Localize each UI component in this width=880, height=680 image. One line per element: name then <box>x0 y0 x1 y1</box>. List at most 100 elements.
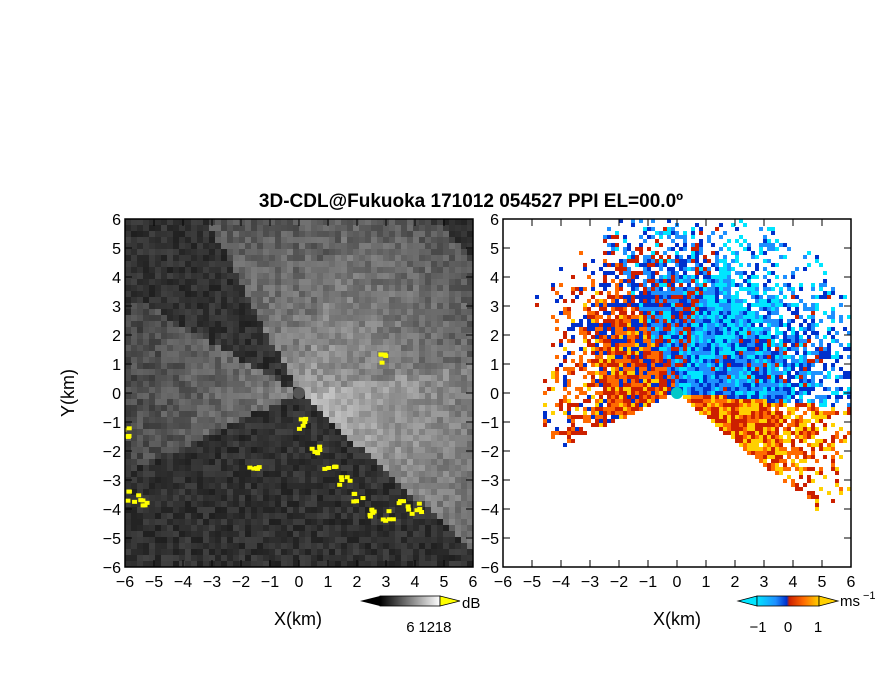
reflectivity-cell <box>449 261 455 267</box>
velocity-cell <box>715 303 719 307</box>
velocity-cell <box>575 295 579 299</box>
reflectivity-cell <box>407 375 413 381</box>
reflectivity-cell <box>287 471 293 477</box>
reflectivity-cell <box>149 531 155 537</box>
reflectivity-cell <box>437 231 443 237</box>
velocity-cell <box>587 319 591 323</box>
reflectivity-cell <box>353 225 359 231</box>
reflectivity-cell <box>359 333 365 339</box>
velocity-cell <box>703 403 707 407</box>
velocity-cell <box>583 363 587 367</box>
velocity-cell <box>695 303 699 307</box>
reflectivity-cell <box>305 423 311 429</box>
velocity-cell <box>675 299 679 303</box>
velocity-cell <box>723 359 727 363</box>
velocity-cell <box>647 379 651 383</box>
reflectivity-cell <box>245 471 251 477</box>
reflectivity-cell <box>155 351 161 357</box>
velocity-cell <box>659 267 663 271</box>
reflectivity-cell <box>401 435 407 441</box>
reflectivity-cell <box>143 489 149 495</box>
reflectivity-cell <box>371 501 377 507</box>
reflectivity-cell <box>455 393 461 399</box>
reflectivity-cell <box>167 549 173 555</box>
velocity-cell <box>571 431 575 435</box>
velocity-cell <box>647 371 651 375</box>
velocity-cell <box>627 323 631 327</box>
reflectivity-cell <box>437 531 443 537</box>
velocity-cell <box>719 303 723 307</box>
reflectivity-cell <box>317 267 323 273</box>
reflectivity-cell <box>389 327 395 333</box>
reflectivity-cell <box>257 441 263 447</box>
reflectivity-cell <box>149 423 155 429</box>
reflectivity-cell <box>227 429 233 435</box>
reflectivity-cell <box>401 477 407 483</box>
reflectivity-cell <box>353 303 359 309</box>
velocity-cell <box>587 307 591 311</box>
velocity-cell <box>691 303 695 307</box>
reflectivity-cell <box>299 273 305 279</box>
velocity-cell <box>667 227 671 231</box>
velocity-cell <box>711 299 715 303</box>
reflectivity-cell <box>221 423 227 429</box>
reflectivity-cell <box>443 405 449 411</box>
reflectivity-cell <box>281 375 287 381</box>
reflectivity-cell <box>191 513 197 519</box>
reflectivity-cell <box>395 309 401 315</box>
reflectivity-cell <box>191 243 197 249</box>
velocity-cell <box>619 411 623 415</box>
velocity-cell <box>671 367 675 371</box>
velocity-cell <box>631 323 635 327</box>
reflectivity-cell <box>341 309 347 315</box>
reflectivity-cell <box>281 501 287 507</box>
velocity-cell <box>619 287 623 291</box>
reflectivity-cell <box>131 285 137 291</box>
reflectivity-cell <box>467 513 473 519</box>
reflectivity-cell <box>131 429 137 435</box>
velocity-cell <box>647 307 651 311</box>
reflectivity-cell <box>413 255 419 261</box>
velocity-cell <box>571 439 575 443</box>
reflectivity-cell <box>143 255 149 261</box>
reflectivity-cell <box>257 351 263 357</box>
reflectivity-cell <box>389 279 395 285</box>
velocity-cell <box>695 279 699 283</box>
reflectivity-cell <box>353 543 359 549</box>
velocity-cell <box>623 315 627 319</box>
reflectivity-cell <box>197 453 203 459</box>
reflectivity-cell <box>395 285 401 291</box>
reflectivity-cell <box>209 507 215 513</box>
velocity-cell <box>623 259 627 263</box>
reflectivity-cell <box>377 375 383 381</box>
reflectivity-cell <box>455 369 461 375</box>
reflectivity-cell <box>257 231 263 237</box>
reflectivity-cell <box>143 543 149 549</box>
reflectivity-cell <box>347 417 353 423</box>
reflectivity-cell <box>449 285 455 291</box>
reflectivity-cell <box>443 417 449 423</box>
reflectivity-cell <box>257 435 263 441</box>
reflectivity-cell <box>407 255 413 261</box>
reflectivity-cell <box>293 225 299 231</box>
reflectivity-cell <box>449 345 455 351</box>
reflectivity-cell <box>407 423 413 429</box>
velocity-cell <box>715 391 719 395</box>
reflectivity-cell <box>371 309 377 315</box>
reflectivity-cell <box>407 405 413 411</box>
velocity-cell <box>583 303 587 307</box>
reflectivity-cell <box>299 465 305 471</box>
reflectivity-cell <box>383 435 389 441</box>
reflectivity-cell <box>323 543 329 549</box>
reflectivity-cell <box>131 291 137 297</box>
reflectivity-cell <box>335 441 341 447</box>
reflectivity-cell <box>359 453 365 459</box>
reflectivity-cell <box>341 363 347 369</box>
reflectivity-cell <box>245 495 251 501</box>
reflectivity-cell <box>365 537 371 543</box>
reflectivity-cell <box>125 537 131 543</box>
reflectivity-cell <box>245 237 251 243</box>
reflectivity-cell <box>401 561 407 567</box>
reflectivity-cell <box>461 441 467 447</box>
reflectivity-cell <box>449 375 455 381</box>
